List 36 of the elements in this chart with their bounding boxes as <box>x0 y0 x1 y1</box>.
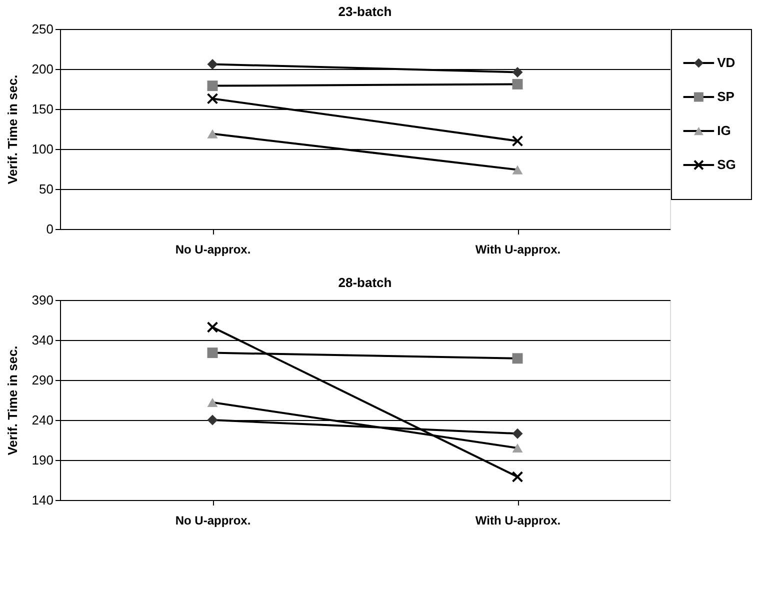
y-tick-label: 290 <box>32 372 54 388</box>
point <box>207 414 218 426</box>
point <box>512 66 523 78</box>
y-tick-label: 140 <box>32 492 54 508</box>
x-tick-label: No U-approx. <box>175 514 251 528</box>
legend-label: IG <box>717 123 731 138</box>
x-tick-label: With U-approx. <box>475 242 561 256</box>
legend-label: VD <box>717 55 736 70</box>
point <box>206 322 218 333</box>
y-axis-title: Verif. Time in sec. <box>4 74 20 184</box>
point <box>512 78 523 90</box>
y-tick-label: 390 <box>32 292 54 308</box>
y-tick-label: 0 <box>46 222 54 236</box>
x-tick-label: With U-approx. <box>475 514 561 528</box>
point <box>512 428 523 439</box>
legend-label: SP <box>717 89 735 104</box>
y-tick-label: 190 <box>32 452 54 468</box>
y-tick-label: 100 <box>32 142 54 156</box>
y-tick-label: 240 <box>32 412 54 428</box>
point <box>207 80 218 92</box>
point <box>206 92 218 104</box>
chart-title: 28-batch <box>338 275 392 290</box>
y-tick-label: 50 <box>39 182 54 196</box>
y-axis-title: Verif. Time in sec. <box>4 346 20 456</box>
point <box>512 353 523 364</box>
y-tick-label: 150 <box>32 102 54 116</box>
point <box>512 135 524 147</box>
point <box>207 58 218 70</box>
y-tick-label: 250 <box>32 22 54 36</box>
legend-label: SG <box>717 157 736 172</box>
x-tick-label: No U-approx. <box>175 242 251 256</box>
y-tick-label: 200 <box>32 62 54 76</box>
y-tick-label: 340 <box>32 332 54 348</box>
point <box>512 471 524 482</box>
chart-title: 23-batch <box>338 4 392 19</box>
point <box>207 348 218 358</box>
